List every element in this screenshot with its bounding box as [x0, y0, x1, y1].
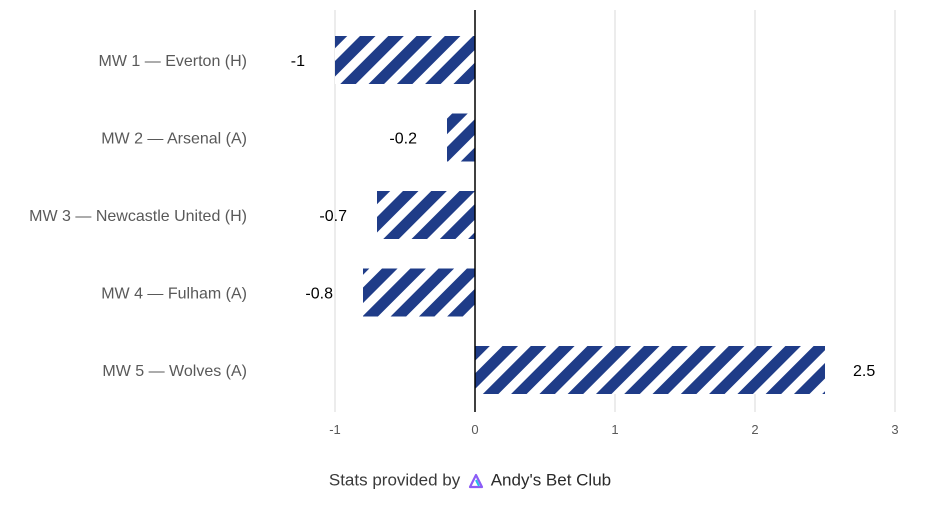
x-tick-label: 2: [751, 422, 758, 437]
x-tick-label: 1: [611, 422, 618, 437]
bar: [363, 268, 475, 317]
andys-bet-club-logo-icon: [468, 473, 484, 488]
x-tick-label: 0: [471, 422, 478, 437]
data-label: -0.2: [389, 131, 417, 148]
bar: [475, 346, 825, 394]
gridlines: [334, 10, 896, 412]
attribution-prefix: Stats provided by: [328, 470, 461, 490]
bar: [377, 191, 475, 239]
data-labels: -1 -0.2 -0.7 -0.8 2.5: [291, 53, 876, 380]
data-label: -0.8: [305, 286, 333, 303]
data-label: 2.5: [853, 363, 875, 380]
x-tick-labels: -1 0 1 2 3: [329, 422, 898, 437]
x-tick-label: -1: [329, 422, 341, 437]
category-label: MW 2 — Arsenal (A): [101, 131, 247, 148]
bars: [335, 36, 825, 394]
bar: [447, 113, 475, 162]
category-label: MW 3 — Newcastle United (H): [29, 208, 247, 225]
data-label: -1: [291, 53, 305, 70]
bar-chart: MW 1 — Everton (H) MW 2 — Arsenal (A) MW 3…: [29, 10, 899, 437]
x-tick-label: 3: [891, 422, 898, 437]
category-label: MW 5 — Wolves (A): [102, 363, 247, 380]
category-labels: MW 1 — Everton (H) MW 2 — Arsenal (A) MW 3…: [29, 53, 247, 380]
attribution-footer: Stats provided by Andy's Bet Club: [0, 470, 940, 491]
category-label: MW 1 — Everton (H): [99, 53, 247, 70]
category-label: MW 4 — Fulham (A): [101, 286, 247, 303]
data-label: -0.7: [319, 208, 347, 225]
bar: [335, 36, 475, 84]
attribution-brand: Andy's Bet Club: [490, 470, 612, 490]
